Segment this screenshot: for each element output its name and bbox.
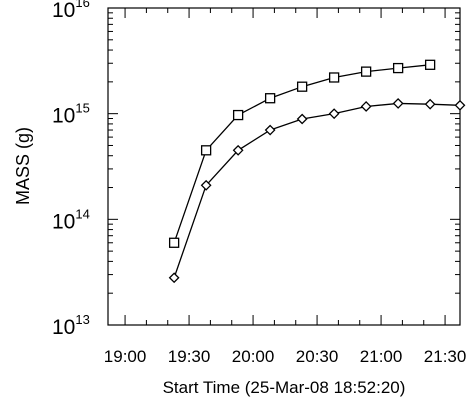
diamond-marker bbox=[232, 144, 244, 156]
series-square bbox=[168, 59, 436, 248]
y-tick-exponent: 14 bbox=[75, 206, 89, 221]
diamond-marker bbox=[360, 101, 372, 112]
diamond-marker bbox=[424, 98, 436, 110]
y-tick-label: 1013 bbox=[52, 312, 90, 339]
x-tick-label: 19:30 bbox=[168, 347, 211, 366]
y-tick-exponent: 13 bbox=[75, 312, 89, 327]
square-marker bbox=[424, 59, 436, 70]
x-tick-label: 19:00 bbox=[104, 347, 147, 366]
square-marker bbox=[392, 62, 404, 74]
diamond-marker bbox=[328, 108, 340, 120]
square-marker bbox=[232, 109, 244, 121]
diamond-marker bbox=[392, 98, 404, 109]
y-tick-base: 10 bbox=[52, 210, 75, 233]
series-line bbox=[173, 102, 461, 278]
y-tick-label: 1014 bbox=[52, 206, 90, 233]
x-tick-label: 21:30 bbox=[424, 347, 467, 366]
diamond-marker bbox=[168, 272, 180, 284]
x-tick-label: 20:30 bbox=[296, 347, 339, 366]
axis-ticks bbox=[108, 8, 460, 326]
y-tick-base: 10 bbox=[52, 316, 75, 339]
x-tick-label: 21:00 bbox=[360, 347, 403, 366]
diamond-marker bbox=[200, 179, 212, 191]
tick-labels: 19:00 19:30 20:00 20:30 21:00 21:301013101410… bbox=[52, 0, 466, 366]
diamond-marker bbox=[454, 99, 466, 111]
y-axis-label: MASS (g) bbox=[13, 127, 33, 205]
y-tick-base: 10 bbox=[52, 105, 75, 128]
y-tick-label: 1015 bbox=[52, 101, 90, 128]
y-tick-base: 10 bbox=[52, 0, 75, 22]
x-axis-label: Start Time (25-Mar-08 18:52:20) bbox=[163, 378, 406, 397]
square-marker bbox=[264, 93, 276, 104]
diamond-marker bbox=[264, 124, 276, 136]
square-marker bbox=[200, 145, 212, 156]
square-marker bbox=[328, 72, 340, 83]
square-marker bbox=[168, 237, 180, 248]
y-tick-exponent: 16 bbox=[75, 0, 89, 10]
y-tick-exponent: 15 bbox=[75, 101, 89, 116]
series-diamond bbox=[168, 98, 466, 284]
y-tick-label: 1016 bbox=[52, 0, 90, 22]
square-marker bbox=[360, 66, 372, 77]
diamond-marker bbox=[296, 113, 308, 125]
square-marker bbox=[296, 81, 308, 92]
series-layer bbox=[168, 59, 466, 284]
plot-frame bbox=[107, 7, 461, 326]
x-tick-label: 20:00 bbox=[232, 347, 275, 366]
